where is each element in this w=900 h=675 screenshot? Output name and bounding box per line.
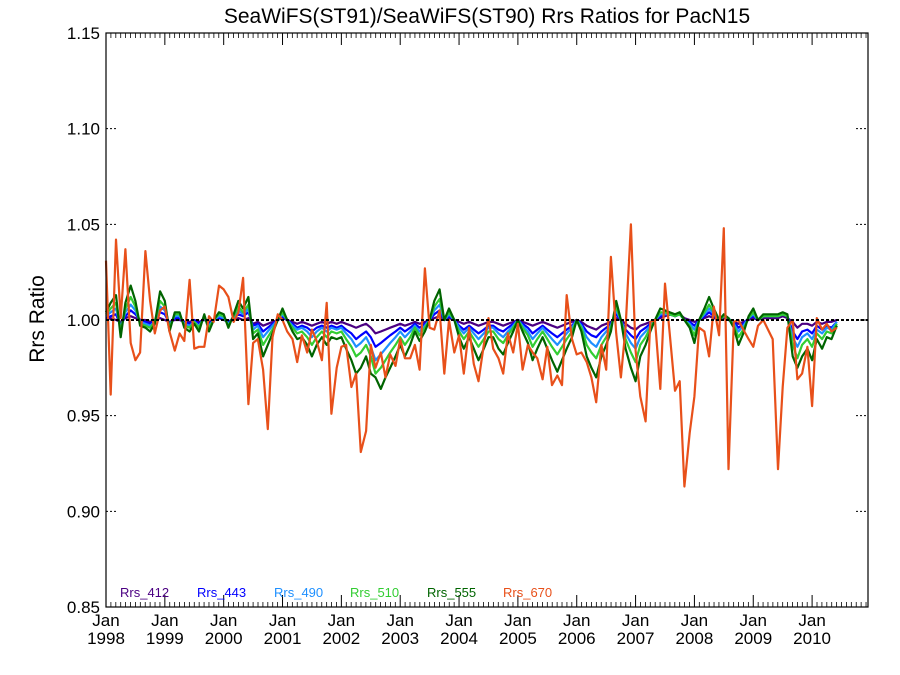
y-tick-label: 1.10 — [67, 120, 100, 139]
x-tick-label-year: 2008 — [676, 629, 714, 648]
x-tick-label-month: Jan — [681, 611, 708, 630]
plot-area: 0.850.900.951.001.051.101.15Jan1998Jan19… — [67, 24, 868, 648]
x-tick-label-year: 1998 — [87, 629, 125, 648]
legend-item-rrs-490: Rrs_490 — [274, 585, 323, 600]
x-tick-label-year: 2010 — [793, 629, 831, 648]
plot-frame — [105, 32, 869, 608]
y-tick-label: 0.90 — [67, 502, 100, 521]
x-tick-label-month: Jan — [740, 611, 767, 630]
x-tick-label-year: 2003 — [381, 629, 419, 648]
y-tick-label: 0.85 — [67, 598, 100, 617]
legend-item-rrs-555: Rrs_555 — [427, 585, 476, 600]
y-tick-label: 1.05 — [67, 215, 100, 234]
chart-title: SeaWiFS(ST91)/SeaWiFS(ST90) Rrs Ratios f… — [224, 5, 750, 28]
x-tick-label-month: Jan — [92, 611, 119, 630]
legend-item-rrs-443: Rrs_443 — [197, 585, 246, 600]
x-tick-label-month: Jan — [151, 611, 178, 630]
x-tick-label-month: Jan — [563, 611, 590, 630]
x-tick-label-year: 2004 — [440, 629, 478, 648]
x-tick-label-month: Jan — [798, 611, 825, 630]
x-tick-label-year: 2005 — [499, 629, 537, 648]
x-tick-label-month: Jan — [504, 611, 531, 630]
x-tick-label-year: 2007 — [617, 629, 655, 648]
x-tick-label-year: 1999 — [146, 629, 184, 648]
x-tick-label-month: Jan — [269, 611, 296, 630]
legend-item-rrs-412: Rrs_412 — [120, 585, 169, 600]
y-tick-label: 1.15 — [67, 24, 100, 43]
x-tick-label-year: 2001 — [264, 629, 302, 648]
x-tick-label-month: Jan — [445, 611, 472, 630]
x-tick-label-month: Jan — [386, 611, 413, 630]
x-tick-label-month: Jan — [622, 611, 649, 630]
x-tick-label-month: Jan — [210, 611, 237, 630]
legend-item-rrs-510: Rrs_510 — [350, 585, 399, 600]
x-tick-label-year: 2009 — [734, 629, 772, 648]
y-axis-label: Rrs Ratio — [26, 275, 49, 363]
x-tick-label-year: 2006 — [558, 629, 596, 648]
x-tick-label-year: 2000 — [205, 629, 243, 648]
x-tick-label-year: 2002 — [322, 629, 360, 648]
y-tick-label: 0.95 — [67, 407, 100, 426]
y-tick-label: 1.00 — [67, 311, 100, 330]
series-line-rrs-670 — [104, 223, 838, 488]
legend-item-rrs-670: Rrs_670 — [503, 585, 552, 600]
x-tick-label-month: Jan — [328, 611, 355, 630]
